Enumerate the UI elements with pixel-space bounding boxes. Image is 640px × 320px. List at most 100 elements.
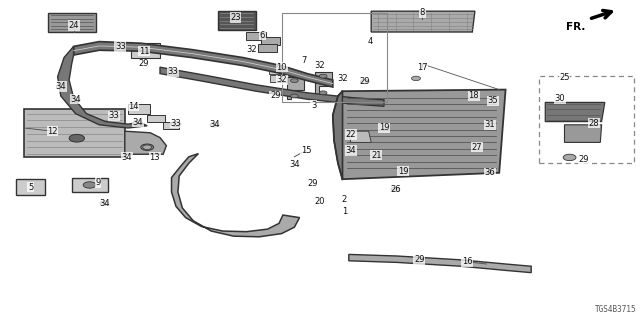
Circle shape <box>71 97 80 101</box>
Text: 35: 35 <box>488 96 498 105</box>
Circle shape <box>168 71 178 76</box>
Text: 33: 33 <box>109 111 119 120</box>
Text: 29: 29 <box>579 155 589 164</box>
Text: 34: 34 <box>289 160 300 169</box>
Polygon shape <box>349 254 531 273</box>
Text: 8: 8 <box>420 8 425 17</box>
Text: 19: 19 <box>379 124 389 132</box>
Circle shape <box>100 201 109 205</box>
Polygon shape <box>269 67 288 74</box>
Text: 32: 32 <box>276 76 287 84</box>
Circle shape <box>171 122 181 127</box>
Text: 34: 34 <box>70 95 81 104</box>
Polygon shape <box>131 43 160 58</box>
Polygon shape <box>270 75 289 82</box>
Polygon shape <box>218 11 256 30</box>
Circle shape <box>415 258 424 262</box>
Polygon shape <box>172 154 300 237</box>
Text: 32: 32 <box>337 74 348 83</box>
Text: 34: 34 <box>122 153 132 162</box>
Text: 1: 1 <box>342 207 347 216</box>
Text: 33: 33 <box>171 119 181 128</box>
Circle shape <box>563 154 576 161</box>
Text: 26: 26 <box>390 185 401 194</box>
Text: 29: 29 <box>139 60 149 68</box>
Circle shape <box>291 79 298 83</box>
Text: TGS4B3715: TGS4B3715 <box>595 305 637 314</box>
Circle shape <box>69 134 84 142</box>
Polygon shape <box>315 72 332 96</box>
Text: 18: 18 <box>468 92 479 100</box>
Text: 34: 34 <box>132 118 143 127</box>
Circle shape <box>56 84 65 89</box>
Polygon shape <box>72 178 108 192</box>
Text: 27: 27 <box>472 143 482 152</box>
Text: 17: 17 <box>417 63 428 72</box>
Polygon shape <box>287 77 304 99</box>
Text: 30: 30 <box>555 94 565 103</box>
Circle shape <box>391 187 400 192</box>
Circle shape <box>141 144 154 150</box>
Polygon shape <box>246 32 266 40</box>
Text: 5: 5 <box>28 183 33 192</box>
Circle shape <box>210 123 219 127</box>
Text: 4: 4 <box>367 37 372 46</box>
Text: 20: 20 <box>315 197 325 206</box>
Text: 36: 36 <box>484 168 495 177</box>
Polygon shape <box>24 109 125 157</box>
Polygon shape <box>74 42 333 87</box>
Polygon shape <box>125 131 166 154</box>
Polygon shape <box>261 37 280 45</box>
Circle shape <box>116 44 125 49</box>
Text: 29: 29 <box>414 255 424 264</box>
Text: 9: 9 <box>95 178 100 187</box>
Text: 29: 29 <box>307 180 317 188</box>
Polygon shape <box>128 104 150 114</box>
Circle shape <box>399 169 408 173</box>
Polygon shape <box>258 44 277 52</box>
Text: 14: 14 <box>128 102 138 111</box>
Circle shape <box>133 120 142 124</box>
Text: 32: 32 <box>315 61 325 70</box>
Circle shape <box>319 74 327 78</box>
Polygon shape <box>333 91 342 179</box>
Text: 32: 32 <box>246 45 257 54</box>
Text: 3: 3 <box>311 101 316 110</box>
Circle shape <box>83 182 96 188</box>
Text: 31: 31 <box>484 120 495 129</box>
Text: 34: 34 <box>56 82 66 91</box>
Text: 33: 33 <box>115 42 125 51</box>
Text: 34: 34 <box>99 199 109 208</box>
Circle shape <box>319 91 327 95</box>
Text: 33: 33 <box>168 68 178 76</box>
Circle shape <box>168 70 177 74</box>
Text: 25: 25 <box>559 73 570 82</box>
Circle shape <box>412 76 420 81</box>
Text: 24: 24 <box>68 21 79 30</box>
Text: 29: 29 <box>270 92 280 100</box>
Text: 22: 22 <box>346 130 356 139</box>
Text: 34: 34 <box>209 120 220 129</box>
Text: 28: 28 <box>589 119 599 128</box>
Polygon shape <box>163 122 179 129</box>
Circle shape <box>109 114 119 119</box>
Polygon shape <box>160 67 384 106</box>
Polygon shape <box>545 102 605 122</box>
Polygon shape <box>342 90 506 179</box>
Text: 29: 29 <box>360 77 370 86</box>
Polygon shape <box>147 115 165 122</box>
Text: FR.: FR. <box>566 22 586 32</box>
Text: 34: 34 <box>346 146 356 155</box>
Text: 11: 11 <box>139 47 149 56</box>
Text: 19: 19 <box>398 167 408 176</box>
Polygon shape <box>564 125 602 142</box>
Circle shape <box>115 45 125 51</box>
Polygon shape <box>48 13 96 32</box>
Text: 12: 12 <box>47 127 58 136</box>
Text: 16: 16 <box>462 257 472 266</box>
Text: 23: 23 <box>230 13 241 22</box>
Circle shape <box>360 79 369 84</box>
Polygon shape <box>58 46 147 128</box>
Polygon shape <box>16 179 45 195</box>
Text: 7: 7 <box>301 56 307 65</box>
